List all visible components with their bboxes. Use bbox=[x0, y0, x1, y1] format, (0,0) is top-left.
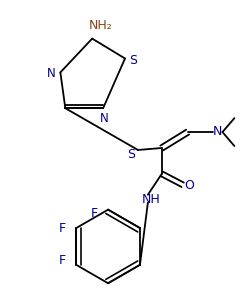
Text: O: O bbox=[184, 179, 194, 192]
Text: N: N bbox=[212, 125, 221, 138]
Text: S: S bbox=[126, 148, 134, 161]
Text: F: F bbox=[58, 254, 66, 267]
Text: F: F bbox=[58, 222, 66, 234]
Text: N: N bbox=[99, 112, 108, 125]
Text: F: F bbox=[90, 207, 97, 220]
Text: NH: NH bbox=[141, 193, 160, 206]
Text: S: S bbox=[128, 54, 136, 67]
Text: NH₂: NH₂ bbox=[88, 19, 112, 32]
Text: N: N bbox=[47, 67, 56, 80]
